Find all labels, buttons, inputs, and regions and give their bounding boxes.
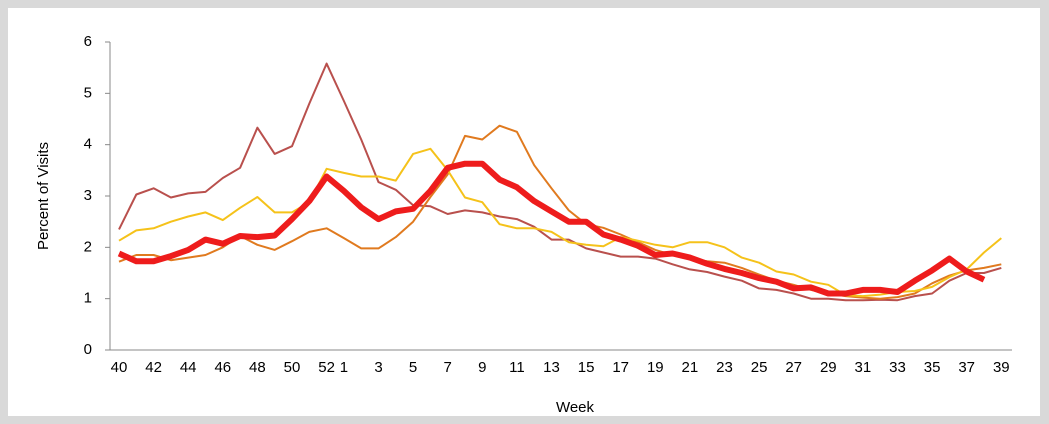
x-tick-label: 21 <box>682 359 699 376</box>
chart-panel <box>8 8 1040 416</box>
x-tick-label: 27 <box>785 359 802 376</box>
x-tick-label: 9 <box>478 359 486 376</box>
series-line <box>118 124 1002 300</box>
x-tick-label: 39 <box>993 359 1010 376</box>
x-tick-label: 35 <box>924 359 941 376</box>
y-tick-label: 3 <box>84 187 92 204</box>
x-tick-label: 19 <box>647 359 664 376</box>
x-tick-label: 44 <box>180 359 197 376</box>
x-tick-label: 13 <box>543 359 560 376</box>
x-tick-label: 31 <box>855 359 872 376</box>
x-tick-label: 29 <box>820 359 837 376</box>
x-axis-label: Week <box>556 399 595 416</box>
x-tick-label: 52 <box>318 359 335 376</box>
x-tick-label: 46 <box>214 359 231 376</box>
x-tick-label: 48 <box>249 359 266 376</box>
x-tick-label: 42 <box>145 359 162 376</box>
x-tick-label: 17 <box>612 359 629 376</box>
y-tick-label: 2 <box>84 238 92 255</box>
x-tick-label: 25 <box>751 359 768 376</box>
x-tick-label: 7 <box>444 359 452 376</box>
x-tick-label: 23 <box>716 359 733 376</box>
x-tick-label: 33 <box>889 359 906 376</box>
series-line <box>118 147 1002 298</box>
y-tick-label: 4 <box>84 136 92 153</box>
y-tick-label: 6 <box>84 33 92 50</box>
y-tick-label: 5 <box>84 84 92 101</box>
series-line <box>117 160 986 297</box>
series-line <box>118 62 1002 302</box>
x-tick-label: 3 <box>374 359 382 376</box>
x-tick-label: 11 <box>509 359 525 376</box>
y-tick-label: 0 <box>84 341 92 358</box>
x-tick-label: 50 <box>284 359 301 376</box>
x-tick-label: 5 <box>409 359 417 376</box>
y-axis-label: Percent of Visits <box>35 142 52 250</box>
x-tick-label: 15 <box>578 359 595 376</box>
x-tick-label: 37 <box>958 359 975 376</box>
x-tick-label: 40 <box>111 359 128 376</box>
y-tick-label: 1 <box>84 290 92 307</box>
x-tick-label: 1 <box>340 359 348 376</box>
